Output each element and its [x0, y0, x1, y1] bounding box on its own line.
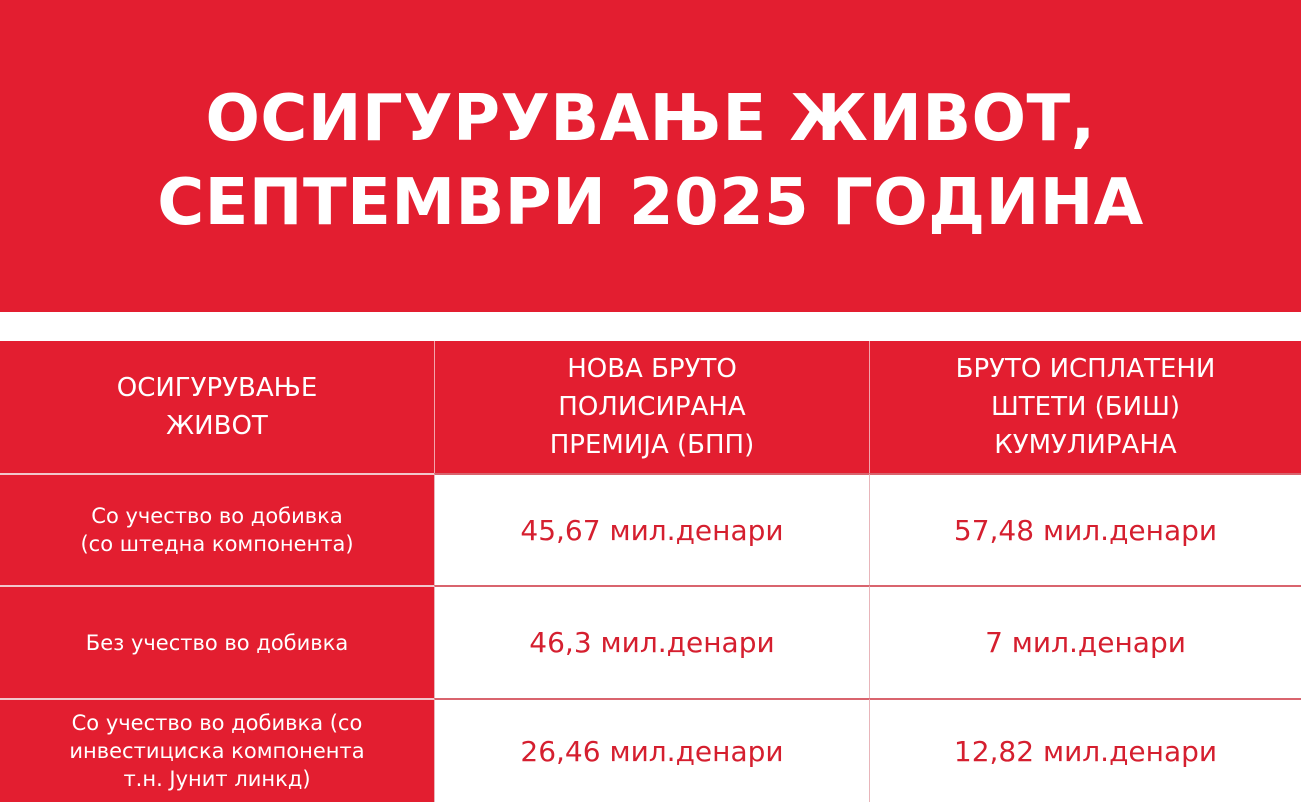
claims-value: 57,48 мил.денари [869, 473, 1301, 585]
title-line-1: ОСИГУРУВАЊЕ ЖИВОТ, [205, 82, 1096, 156]
page-title: ОСИГУРУВАЊЕ ЖИВОТ, СЕПТЕМВРИ 2025 ГОДИНА [157, 67, 1144, 245]
premium-value: 46,3 мил.денари [434, 585, 869, 698]
header-gross-premium: НОВА БРУТО ПОЛИСИРАНА ПРЕМИЈА (БПП) [434, 341, 869, 473]
premium-value: 45,67 мил.денари [434, 473, 869, 585]
premium-value: 26,46 мил.денари [434, 698, 869, 802]
insurance-table: ОСИГУРУВАЊЕ ЖИВОТ НОВА БРУТО ПОЛИСИРАНА ПРЕ… [0, 341, 1301, 802]
claims-value: 7 мил.денари [869, 585, 1301, 698]
row-label: Со учество во добивка (со штедна компонен… [0, 473, 434, 585]
header-gross-claims: БРУТО ИСПЛАТЕНИ ШТЕТИ (БИШ) КУМУЛИРАНА [869, 341, 1301, 473]
row-label: Без учество во добивка [0, 585, 434, 698]
title-banner: ОСИГУРУВАЊЕ ЖИВОТ, СЕПТЕМВРИ 2025 ГОДИНА [0, 0, 1301, 312]
title-line-2: СЕПТЕМВРИ 2025 ГОДИНА [157, 166, 1144, 240]
header-insurance-type: ОСИГУРУВАЊЕ ЖИВОТ [0, 341, 434, 473]
claims-value: 12,82 мил.денари [869, 698, 1301, 802]
row-label: Со учество во добивка (со инвестициска ко… [0, 698, 434, 802]
